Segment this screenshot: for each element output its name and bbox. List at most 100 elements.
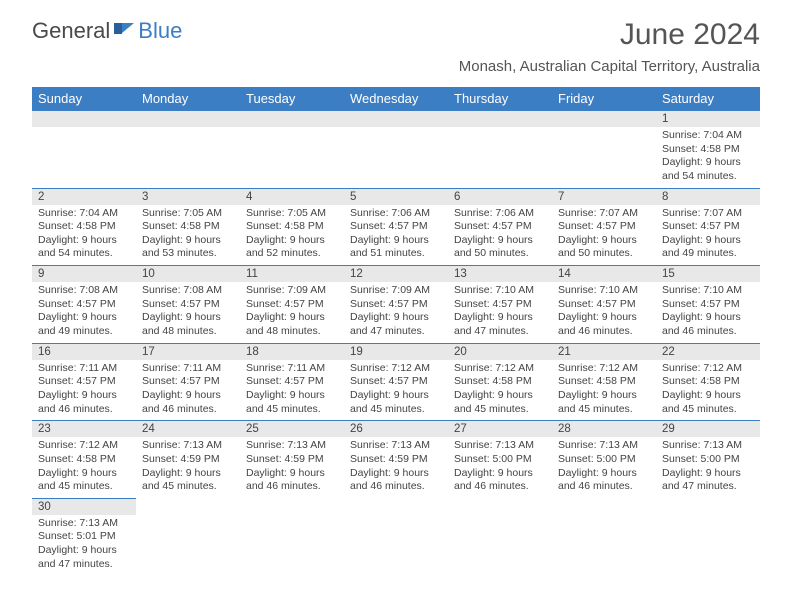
sunset-text: Sunset: 4:58 PM	[662, 375, 754, 389]
calendar-cell: 12Sunrise: 7:09 AMSunset: 4:57 PMDayligh…	[344, 266, 448, 344]
calendar-cell: 10Sunrise: 7:08 AMSunset: 4:57 PMDayligh…	[136, 266, 240, 344]
calendar-cell: 25Sunrise: 7:13 AMSunset: 4:59 PMDayligh…	[240, 421, 344, 499]
day-details: Sunrise: 7:13 AMSunset: 5:00 PMDaylight:…	[656, 437, 760, 498]
day-number: 8	[656, 189, 760, 205]
day-number: 3	[136, 189, 240, 205]
sunset-text: Sunset: 4:59 PM	[350, 453, 442, 467]
calendar-cell: 30Sunrise: 7:13 AMSunset: 5:01 PMDayligh…	[32, 498, 136, 575]
day-details: Sunrise: 7:12 AMSunset: 4:58 PMDaylight:…	[552, 360, 656, 421]
calendar-cell	[344, 111, 448, 189]
calendar-cell	[240, 498, 344, 575]
calendar-cell: 26Sunrise: 7:13 AMSunset: 4:59 PMDayligh…	[344, 421, 448, 499]
daylight-text: Daylight: 9 hours and 46 minutes.	[558, 467, 650, 494]
sunrise-text: Sunrise: 7:12 AM	[558, 362, 650, 376]
daylight-text: Daylight: 9 hours and 50 minutes.	[558, 234, 650, 261]
sunset-text: Sunset: 4:57 PM	[142, 298, 234, 312]
day-number	[240, 498, 344, 514]
sunrise-text: Sunrise: 7:05 AM	[142, 207, 234, 221]
daylight-text: Daylight: 9 hours and 47 minutes.	[454, 311, 546, 338]
sunset-text: Sunset: 4:57 PM	[350, 298, 442, 312]
sunrise-text: Sunrise: 7:12 AM	[454, 362, 546, 376]
calendar-cell: 20Sunrise: 7:12 AMSunset: 4:58 PMDayligh…	[448, 343, 552, 421]
calendar-cell: 19Sunrise: 7:12 AMSunset: 4:57 PMDayligh…	[344, 343, 448, 421]
daylight-text: Daylight: 9 hours and 50 minutes.	[454, 234, 546, 261]
daylight-text: Daylight: 9 hours and 46 minutes.	[454, 467, 546, 494]
calendar-cell: 13Sunrise: 7:10 AMSunset: 4:57 PMDayligh…	[448, 266, 552, 344]
daylight-text: Daylight: 9 hours and 45 minutes.	[246, 389, 338, 416]
day-number: 5	[344, 189, 448, 205]
day-number: 25	[240, 421, 344, 437]
day-number: 27	[448, 421, 552, 437]
sunset-text: Sunset: 4:57 PM	[662, 298, 754, 312]
day-number: 29	[656, 421, 760, 437]
calendar-cell: 8Sunrise: 7:07 AMSunset: 4:57 PMDaylight…	[656, 188, 760, 266]
sunset-text: Sunset: 4:58 PM	[454, 375, 546, 389]
calendar-cell: 1Sunrise: 7:04 AMSunset: 4:58 PMDaylight…	[656, 111, 760, 189]
calendar-row: 23Sunrise: 7:12 AMSunset: 4:58 PMDayligh…	[32, 421, 760, 499]
daylight-text: Daylight: 9 hours and 47 minutes.	[38, 544, 130, 571]
sunrise-text: Sunrise: 7:13 AM	[142, 439, 234, 453]
day-details: Sunrise: 7:08 AMSunset: 4:57 PMDaylight:…	[32, 282, 136, 343]
weekday-header: Thursday	[448, 87, 552, 111]
day-number: 22	[656, 344, 760, 360]
day-details: Sunrise: 7:06 AMSunset: 4:57 PMDaylight:…	[448, 205, 552, 266]
sunrise-text: Sunrise: 7:12 AM	[38, 439, 130, 453]
sunset-text: Sunset: 4:57 PM	[350, 220, 442, 234]
day-number: 14	[552, 266, 656, 282]
sunrise-text: Sunrise: 7:05 AM	[246, 207, 338, 221]
sunrise-text: Sunrise: 7:07 AM	[662, 207, 754, 221]
day-details: Sunrise: 7:13 AMSunset: 4:59 PMDaylight:…	[240, 437, 344, 498]
daylight-text: Daylight: 9 hours and 46 minutes.	[246, 467, 338, 494]
day-number: 21	[552, 344, 656, 360]
calendar-cell	[448, 111, 552, 189]
calendar-cell: 24Sunrise: 7:13 AMSunset: 4:59 PMDayligh…	[136, 421, 240, 499]
sunset-text: Sunset: 4:57 PM	[142, 375, 234, 389]
calendar-cell	[552, 498, 656, 575]
sunrise-text: Sunrise: 7:04 AM	[38, 207, 130, 221]
day-number	[136, 111, 240, 127]
sunrise-text: Sunrise: 7:11 AM	[246, 362, 338, 376]
sunset-text: Sunset: 4:58 PM	[142, 220, 234, 234]
month-title: June 2024	[459, 18, 760, 52]
daylight-text: Daylight: 9 hours and 51 minutes.	[350, 234, 442, 261]
calendar-cell	[448, 498, 552, 575]
daylight-text: Daylight: 9 hours and 46 minutes.	[142, 389, 234, 416]
sunset-text: Sunset: 4:57 PM	[558, 298, 650, 312]
sunrise-text: Sunrise: 7:13 AM	[558, 439, 650, 453]
day-number: 6	[448, 189, 552, 205]
day-number: 26	[344, 421, 448, 437]
sunset-text: Sunset: 5:00 PM	[662, 453, 754, 467]
calendar-cell: 21Sunrise: 7:12 AMSunset: 4:58 PMDayligh…	[552, 343, 656, 421]
day-details: Sunrise: 7:11 AMSunset: 4:57 PMDaylight:…	[240, 360, 344, 421]
day-details: Sunrise: 7:12 AMSunset: 4:58 PMDaylight:…	[32, 437, 136, 498]
sunrise-text: Sunrise: 7:11 AM	[38, 362, 130, 376]
calendar-cell: 17Sunrise: 7:11 AMSunset: 4:57 PMDayligh…	[136, 343, 240, 421]
daylight-text: Daylight: 9 hours and 46 minutes.	[38, 389, 130, 416]
day-number	[552, 111, 656, 127]
daylight-text: Daylight: 9 hours and 54 minutes.	[662, 156, 754, 183]
day-number	[552, 498, 656, 514]
day-details: Sunrise: 7:04 AMSunset: 4:58 PMDaylight:…	[32, 205, 136, 266]
calendar-cell	[552, 111, 656, 189]
day-details: Sunrise: 7:07 AMSunset: 4:57 PMDaylight:…	[656, 205, 760, 266]
day-number: 17	[136, 344, 240, 360]
calendar-row: 30Sunrise: 7:13 AMSunset: 5:01 PMDayligh…	[32, 498, 760, 575]
sunset-text: Sunset: 4:57 PM	[38, 298, 130, 312]
logo-text-part1: General	[32, 18, 110, 44]
day-number: 18	[240, 344, 344, 360]
calendar-cell	[136, 111, 240, 189]
day-number: 19	[344, 344, 448, 360]
sunrise-text: Sunrise: 7:13 AM	[454, 439, 546, 453]
day-details: Sunrise: 7:06 AMSunset: 4:57 PMDaylight:…	[344, 205, 448, 266]
sunset-text: Sunset: 4:57 PM	[454, 220, 546, 234]
calendar-cell: 11Sunrise: 7:09 AMSunset: 4:57 PMDayligh…	[240, 266, 344, 344]
daylight-text: Daylight: 9 hours and 53 minutes.	[142, 234, 234, 261]
sunrise-text: Sunrise: 7:07 AM	[558, 207, 650, 221]
day-number: 12	[344, 266, 448, 282]
daylight-text: Daylight: 9 hours and 47 minutes.	[350, 311, 442, 338]
sunset-text: Sunset: 4:57 PM	[246, 298, 338, 312]
sunset-text: Sunset: 5:01 PM	[38, 530, 130, 544]
calendar-cell: 6Sunrise: 7:06 AMSunset: 4:57 PMDaylight…	[448, 188, 552, 266]
day-number: 11	[240, 266, 344, 282]
calendar-cell: 29Sunrise: 7:13 AMSunset: 5:00 PMDayligh…	[656, 421, 760, 499]
